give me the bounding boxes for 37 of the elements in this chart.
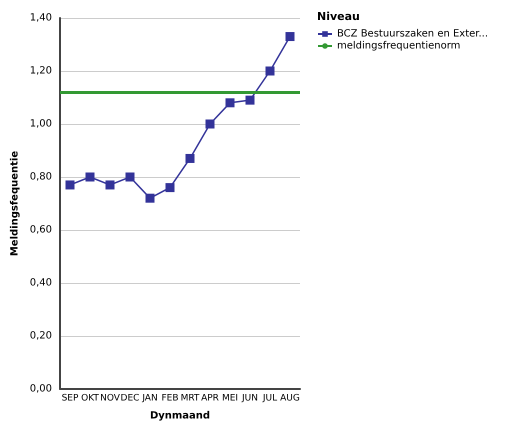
point [246,96,254,105]
legend-label: meldingsfrequentienorm [337,40,460,52]
y-tick-label: 0,60 [30,224,52,236]
point [186,154,194,163]
point [106,180,114,190]
y-tick-label: 1,00 [30,118,52,130]
point [266,66,274,76]
point [66,180,74,190]
point [286,32,294,42]
x-tick-label: AUG [280,394,300,404]
point [86,172,94,182]
x-tick-label: JAN [141,394,158,404]
x-tick-label: NOV [100,394,121,404]
x-tick-label: MEI [222,394,238,404]
y-tick-label: 0,40 [30,278,52,288]
x-tick-label: DEC [120,394,140,404]
y-tick-label: 1,40 [30,12,52,24]
point [166,183,174,192]
x-tick-label: JUN [241,394,258,404]
x-tick-label: OKT [81,394,100,404]
x-tick-label: FEB [161,394,179,404]
x-axis-title: Dynmaand [150,410,210,422]
x-tick-label: JUL [262,394,278,404]
point [146,194,154,203]
legend-label: BCZ Bestuurszaken en Exter... [337,28,488,40]
legend-title: Niveau [317,10,360,23]
y-tick-label: 0,80 [30,172,52,182]
x-tick-label: SEP [62,394,79,404]
point [226,98,234,108]
point [126,172,134,182]
y-axis-title: Meldingsfequentie [10,150,20,256]
y-tick-label: 0,00 [30,384,52,394]
x-tick-label: APR [201,394,219,404]
y-tick-label: 0,20 [30,330,52,342]
y-tick-label: 1,20 [30,66,52,76]
point [206,120,214,128]
x-tick-label: MRT [180,394,200,404]
